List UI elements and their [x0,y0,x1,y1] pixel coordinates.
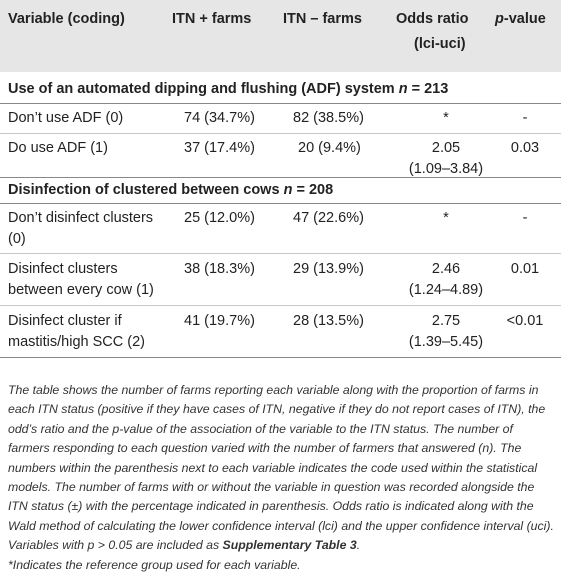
row-itn-positive: 41 (19.7%) [184,313,255,329]
row-itn-negative: 28 (13.5%) [293,313,364,329]
header-variable: Variable (coding) [8,11,125,27]
section-n-value: = 213 [407,81,449,97]
row-itn-negative: 29 (13.9%) [293,261,364,277]
header-odds-ratio: Odds ratio [396,9,496,30]
row-odds-ratio: 2.46 [431,261,461,277]
table-note: The table shows the number of farms repo… [8,381,556,556]
row-divider [0,253,561,254]
row-itn-positive: 37 (17.4%) [184,140,255,156]
header-itn-positive: ITN + farms [172,11,252,27]
row-variable-line2: between every cow (1) [8,282,154,298]
row-odds-ratio-ci: (1.24–4.89) [408,282,484,298]
row-variable: Disinfect cluster if [8,313,122,329]
row-p-value: - [522,210,528,226]
header-itn-negative: ITN – farms [283,11,362,27]
header-p-value-p: p [495,11,504,27]
row-p-value: - [522,110,528,126]
row-odds-ratio-ci: (1.09–3.84) [408,161,484,177]
row-variable: Disinfect clusters [8,261,118,277]
row-itn-positive: 74 (34.7%) [184,110,255,126]
section-n-value: = 208 [292,182,334,198]
row-variable: Don’t disinfect clusters [8,210,154,226]
table-note-text: The table shows the number of farms repo… [8,383,554,553]
header-odds-ratio-line1: Odds ratio [396,11,469,27]
section-title-disinfection: Disinfection of clustered between cows n… [8,180,333,201]
section-title-text: Disinfection of clustered between cows [8,182,284,198]
row-odds-ratio: 2.05 [431,140,461,156]
row-itn-negative: 82 (38.5%) [293,110,364,126]
row-variable: Don’t use ADF (0) [8,110,124,126]
section-divider [0,203,561,204]
section-title-text: Use of an automated dipping and flushing… [8,81,399,97]
row-odds-ratio: * [443,210,449,226]
data-table: Variable (coding) ITN + farms ITN – farm… [0,0,561,358]
row-p-value: <0.01 [506,313,544,329]
row-variable-line2: (0) [8,231,26,247]
row-itn-negative: 20 (9.4%) [298,140,361,156]
row-itn-positive: 38 (18.3%) [184,261,255,277]
row-divider [0,305,561,306]
section-n-symbol: n [283,182,293,198]
table-header: Variable (coding) ITN + farms ITN – farm… [0,0,561,72]
row-itn-negative: 47 (22.6%) [293,210,364,226]
reference-footnote: *Indicates the reference group used for … [8,558,301,572]
table-bottom-border [0,357,561,358]
supplementary-table-link[interactable]: Supplementary Table 3 [222,538,357,553]
row-odds-ratio: 2.75 [431,313,461,329]
section-divider [0,103,561,104]
row-p-value: 0.01 [510,261,540,277]
section-divider [0,177,561,178]
section-title-adf: Use of an automated dipping and flushing… [8,79,448,100]
row-itn-positive: 25 (12.0%) [184,210,255,226]
section-n-symbol: n [398,81,408,97]
header-p-value: p-value [495,9,546,30]
header-p-value-suffix: -value [503,11,546,27]
row-odds-ratio-ci: (1.39–5.45) [408,334,484,350]
row-p-value: 0.03 [510,140,540,156]
row-odds-ratio: * [443,110,449,126]
row-variable-line2: mastitis/high SCC (2) [8,334,145,350]
row-variable: Do use ADF (1) [8,140,108,156]
table-note-end: . [356,538,361,553]
row-divider [0,133,561,134]
header-odds-ratio-line2: (lci-uci) [414,36,466,52]
